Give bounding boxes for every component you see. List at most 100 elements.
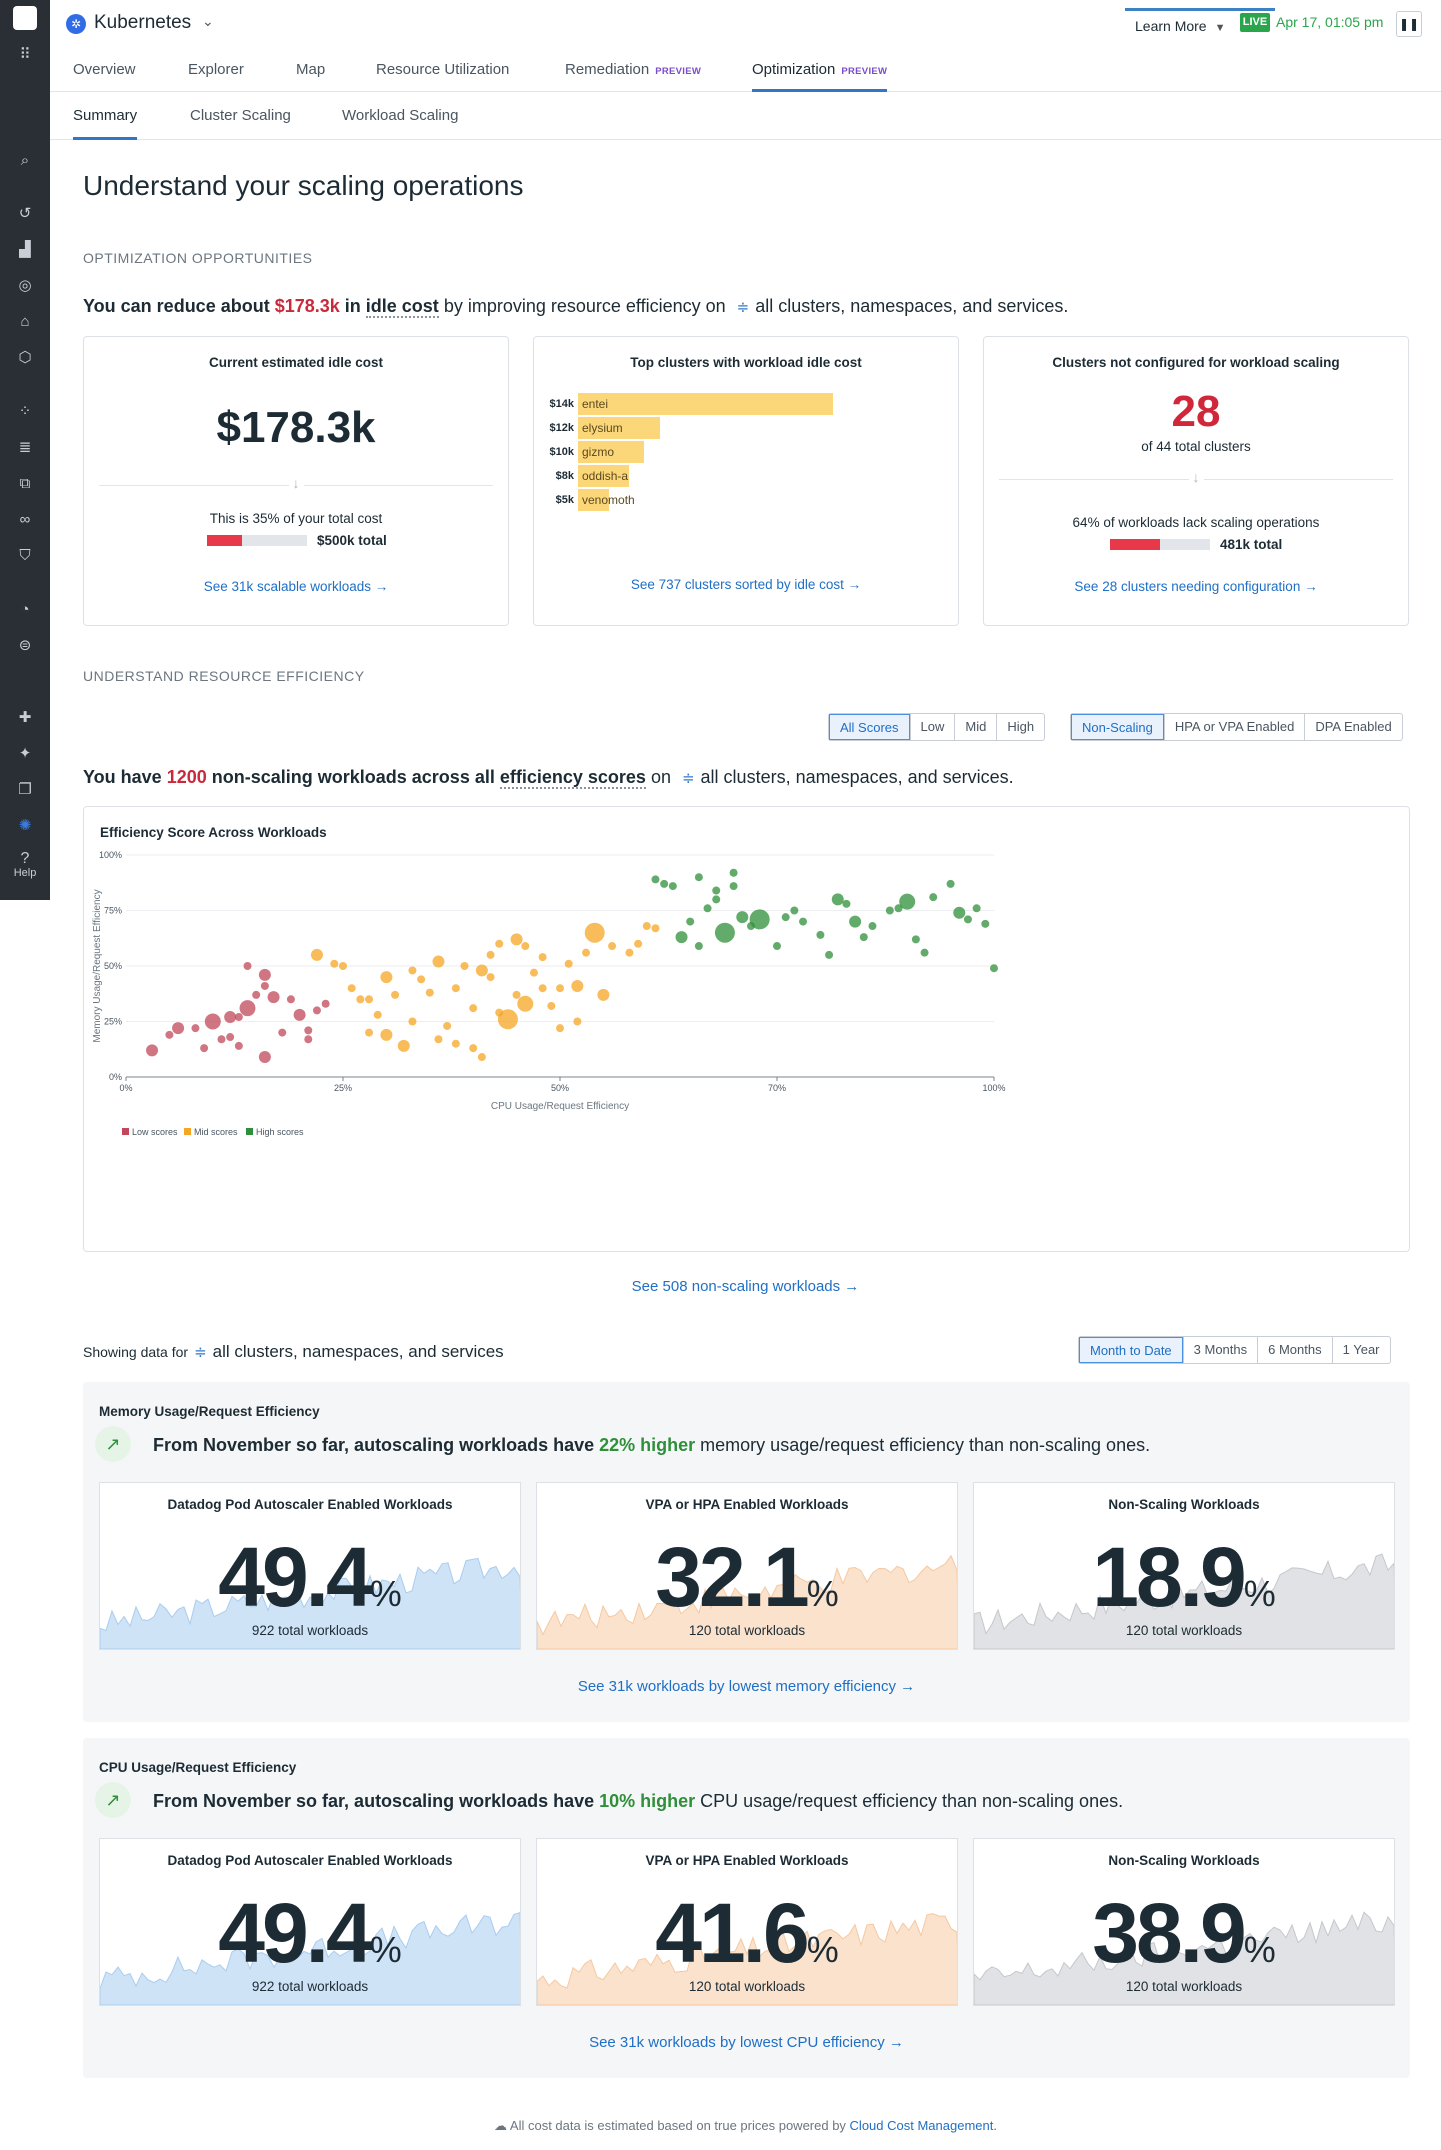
efficiency-scatter-plot[interactable]: 0% 25% 50% 75% 100% 0% 25% 50% 70% 100% CPU Usage/… <box>84 807 1411 1253</box>
data-point[interactable] <box>981 919 990 928</box>
data-point[interactable] <box>365 1028 374 1037</box>
data-point[interactable] <box>582 948 591 957</box>
data-point[interactable] <box>799 917 808 926</box>
data-point[interactable] <box>703 904 712 913</box>
data-point[interactable] <box>267 991 280 1004</box>
data-point[interactable] <box>651 924 660 933</box>
monitors-icon[interactable]: ◎ <box>18 277 32 294</box>
filter-high[interactable]: High <box>996 714 1044 740</box>
data-point[interactable] <box>642 922 651 931</box>
filter-hpa-vpa[interactable]: HPA or VPA Enabled <box>1163 714 1304 740</box>
data-point[interactable] <box>224 1011 237 1024</box>
data-point[interactable] <box>773 942 781 951</box>
data-point[interactable] <box>849 915 862 928</box>
learn-more-button[interactable]: Learn More ▼ <box>1125 8 1275 40</box>
data-point[interactable] <box>512 990 521 999</box>
scope-filter[interactable]: all clusters, namespaces, and services <box>212 1342 504 1361</box>
data-point[interactable] <box>443 1021 452 1030</box>
data-point[interactable] <box>200 1044 209 1053</box>
data-point[interactable] <box>510 933 523 946</box>
data-point[interactable] <box>521 942 530 951</box>
filter-low[interactable]: Low <box>909 714 955 740</box>
logs-icon[interactable]: ≣ <box>18 439 32 456</box>
data-point[interactable] <box>278 1028 287 1037</box>
app-title[interactable]: Kubernetes <box>94 12 192 33</box>
cluster-bar[interactable]: oddish-a <box>578 465 629 487</box>
data-point[interactable] <box>564 959 573 968</box>
data-point[interactable] <box>475 964 488 977</box>
filter-mid[interactable]: Mid <box>954 714 996 740</box>
integrations-icon[interactable]: ∞ <box>19 511 31 528</box>
scalable-workloads-link[interactable]: See 31k scalable workloads → <box>203 579 389 594</box>
filter-icon[interactable]: ≑ <box>681 770 695 787</box>
tab-explorer[interactable]: Explorer <box>188 48 244 92</box>
data-point[interactable] <box>226 1033 235 1042</box>
data-point[interactable] <box>547 1001 556 1010</box>
subtab-workload-scaling[interactable]: Workload Scaling <box>342 107 459 124</box>
data-point[interactable] <box>356 995 365 1004</box>
data-point[interactable] <box>868 922 877 931</box>
data-point[interactable] <box>260 981 269 990</box>
data-point[interactable] <box>204 1013 221 1030</box>
data-point[interactable] <box>963 915 972 924</box>
data-point[interactable] <box>495 939 504 948</box>
data-point[interactable] <box>729 868 738 877</box>
data-point[interactable] <box>239 1000 256 1017</box>
data-point[interactable] <box>330 959 339 968</box>
data-point[interactable] <box>146 1044 159 1057</box>
filter-icon[interactable]: ≑ <box>736 299 750 316</box>
data-point[interactable] <box>243 962 252 970</box>
data-point[interactable] <box>597 988 610 1001</box>
data-point[interactable] <box>651 875 660 884</box>
idle-cost-link[interactable]: idle cost <box>365 296 439 318</box>
data-point[interactable] <box>397 1039 410 1052</box>
cluster-bar[interactable]: entei <box>578 393 833 415</box>
filter-dpa[interactable]: DPA Enabled <box>1304 714 1401 740</box>
data-point[interactable] <box>408 966 417 975</box>
data-point[interactable] <box>234 1013 243 1022</box>
data-point[interactable] <box>556 1024 564 1033</box>
data-point[interactable] <box>529 968 538 977</box>
data-point[interactable] <box>217 1035 226 1044</box>
data-point[interactable] <box>686 917 695 926</box>
infrastructure-icon[interactable]: ⬡ <box>18 349 32 366</box>
data-point[interactable] <box>380 1028 393 1041</box>
data-point[interactable] <box>608 942 617 951</box>
data-point[interactable] <box>538 953 547 962</box>
ai-icon[interactable]: ✦ <box>18 745 32 762</box>
security-icon[interactable]: ⛉ <box>19 547 31 564</box>
data-point[interactable] <box>339 962 347 970</box>
data-point[interactable] <box>365 995 374 1004</box>
performance-icon[interactable]: ◔ <box>20 601 30 618</box>
filter-icon[interactable]: ≑ <box>194 1344 207 1361</box>
data-point[interactable] <box>252 990 261 999</box>
clusters-config-link[interactable]: See 28 clusters needing configuration → <box>1074 579 1318 594</box>
data-point[interactable] <box>749 909 770 930</box>
data-point[interactable] <box>842 899 851 908</box>
data-point[interactable] <box>451 984 460 993</box>
data-point[interactable] <box>694 942 703 951</box>
data-point[interactable] <box>625 948 634 957</box>
range-1-year[interactable]: 1 Year <box>1331 1337 1390 1363</box>
data-point[interactable] <box>990 964 998 973</box>
data-point[interactable] <box>571 979 584 992</box>
data-point[interactable] <box>946 879 955 888</box>
data-point[interactable] <box>191 1024 200 1033</box>
data-point[interactable] <box>469 1004 478 1013</box>
data-point[interactable] <box>668 882 677 891</box>
memory-efficiency-link[interactable]: See 31k workloads by lowest memory effic… <box>577 1678 916 1695</box>
data-point[interactable] <box>712 886 721 895</box>
data-point[interactable] <box>293 1008 306 1021</box>
tab-overview[interactable]: Overview <box>73 48 136 92</box>
chevron-down-icon[interactable]: ⌄ <box>202 13 214 29</box>
cluster-bar[interactable]: gizmo <box>578 441 644 463</box>
range-6-months[interactable]: 6 Months <box>1257 1337 1331 1363</box>
history-icon[interactable]: ↺ <box>18 205 32 222</box>
data-point[interactable] <box>258 1051 271 1064</box>
data-point[interactable] <box>894 904 903 913</box>
data-point[interactable] <box>729 882 738 891</box>
user-avatar-icon[interactable]: ✺ <box>18 817 32 834</box>
data-point[interactable] <box>929 893 938 902</box>
non-scaling-workloads-link[interactable]: See 508 non-scaling workloads → <box>631 1278 860 1295</box>
data-point[interactable] <box>831 893 844 906</box>
